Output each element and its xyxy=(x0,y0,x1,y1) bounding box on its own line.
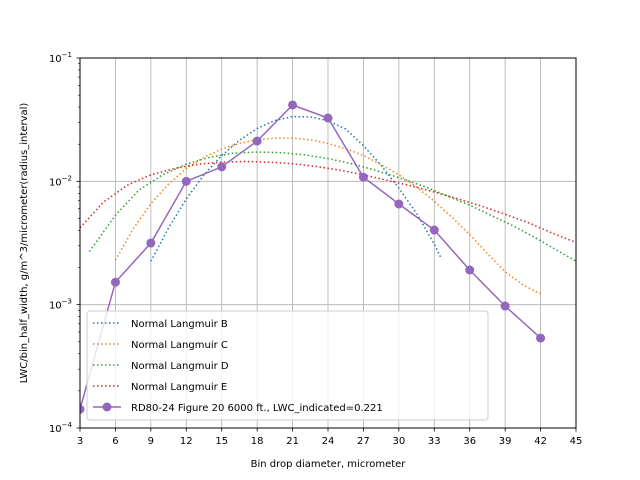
data-point-marker xyxy=(110,277,120,287)
x-tick-label: 45 xyxy=(570,436,583,447)
y-axis-ticks: 10−1 10−2 10−3 10−4 xyxy=(49,51,80,435)
x-tick-label: 9 xyxy=(148,436,154,447)
legend-label: RD80-24 Figure 20 6000 ft., LWC_indicate… xyxy=(131,403,383,414)
legend-label: Normal Langmuir E xyxy=(131,382,227,393)
x-tick-label: 21 xyxy=(286,436,299,447)
series-line-normal-langmuir-d xyxy=(88,151,576,262)
data-point-marker xyxy=(288,100,298,110)
x-tick-label: 42 xyxy=(534,436,547,447)
plot-series xyxy=(80,100,576,414)
x-tick-label: 24 xyxy=(322,436,335,447)
legend-label: Normal Langmuir D xyxy=(131,361,229,372)
y-tick-label: 10−4 xyxy=(49,421,73,435)
legend-item: Normal Langmuir E xyxy=(93,382,227,393)
data-point-marker xyxy=(323,113,333,123)
x-tick-label: 15 xyxy=(215,436,228,447)
data-point-marker xyxy=(217,162,227,172)
data-point-marker xyxy=(181,176,191,186)
legend-swatch-marker xyxy=(102,402,112,412)
data-point-marker xyxy=(252,136,262,146)
legend-item: Normal Langmuir D xyxy=(93,361,229,372)
x-axis-ticks: 3 6 9 12 15 18 21 24 27 30 33 36 39 42 45 xyxy=(77,428,583,447)
y-tick-label: 10−1 xyxy=(49,51,72,65)
x-tick-label: 36 xyxy=(463,436,476,447)
series-line-normal-langmuir-c xyxy=(114,137,541,295)
x-tick-label: 39 xyxy=(499,436,512,447)
series-line-normal-langmuir-b xyxy=(150,115,443,262)
legend-item: RD80-24 Figure 20 6000 ft., LWC_indicate… xyxy=(93,402,383,414)
data-point-marker xyxy=(429,225,439,235)
x-tick-label: 12 xyxy=(180,436,193,447)
legend-label: Normal Langmuir B xyxy=(131,319,228,330)
data-point-marker xyxy=(80,404,85,414)
y-tick-label: 10−2 xyxy=(49,174,72,188)
series-line-normal-langmuir-e xyxy=(80,160,576,244)
y-tick-label: 10−3 xyxy=(49,298,72,312)
data-point-marker xyxy=(536,333,546,343)
data-point-marker xyxy=(465,265,475,275)
x-tick-label: 33 xyxy=(428,436,441,447)
x-tick-label: 3 xyxy=(77,436,83,447)
legend-label: Normal Langmuir C xyxy=(131,340,228,351)
data-point-marker xyxy=(500,301,510,311)
legend: Normal Langmuir B Normal Langmuir C Normal… xyxy=(86,310,489,421)
series-line-rd80-24-figure-20-6000-ft-lwc-indicated-0-221 xyxy=(80,104,542,410)
data-point-marker xyxy=(358,172,368,182)
legend-box xyxy=(86,310,489,421)
data-point-marker xyxy=(146,238,156,248)
legend-item: Normal Langmuir B xyxy=(93,319,228,330)
x-tick-label: 30 xyxy=(392,436,405,447)
y-axis-label: LWC/bin_half_width, g/m^3/micrometer(rad… xyxy=(19,103,30,384)
x-tick-label: 6 xyxy=(112,436,118,447)
x-axis-label: Bin drop diameter, micrometer xyxy=(251,459,407,470)
data-point-marker xyxy=(394,199,404,209)
x-tick-label: 27 xyxy=(357,436,370,447)
legend-item: Normal Langmuir C xyxy=(93,340,228,351)
x-tick-label: 18 xyxy=(251,436,264,447)
